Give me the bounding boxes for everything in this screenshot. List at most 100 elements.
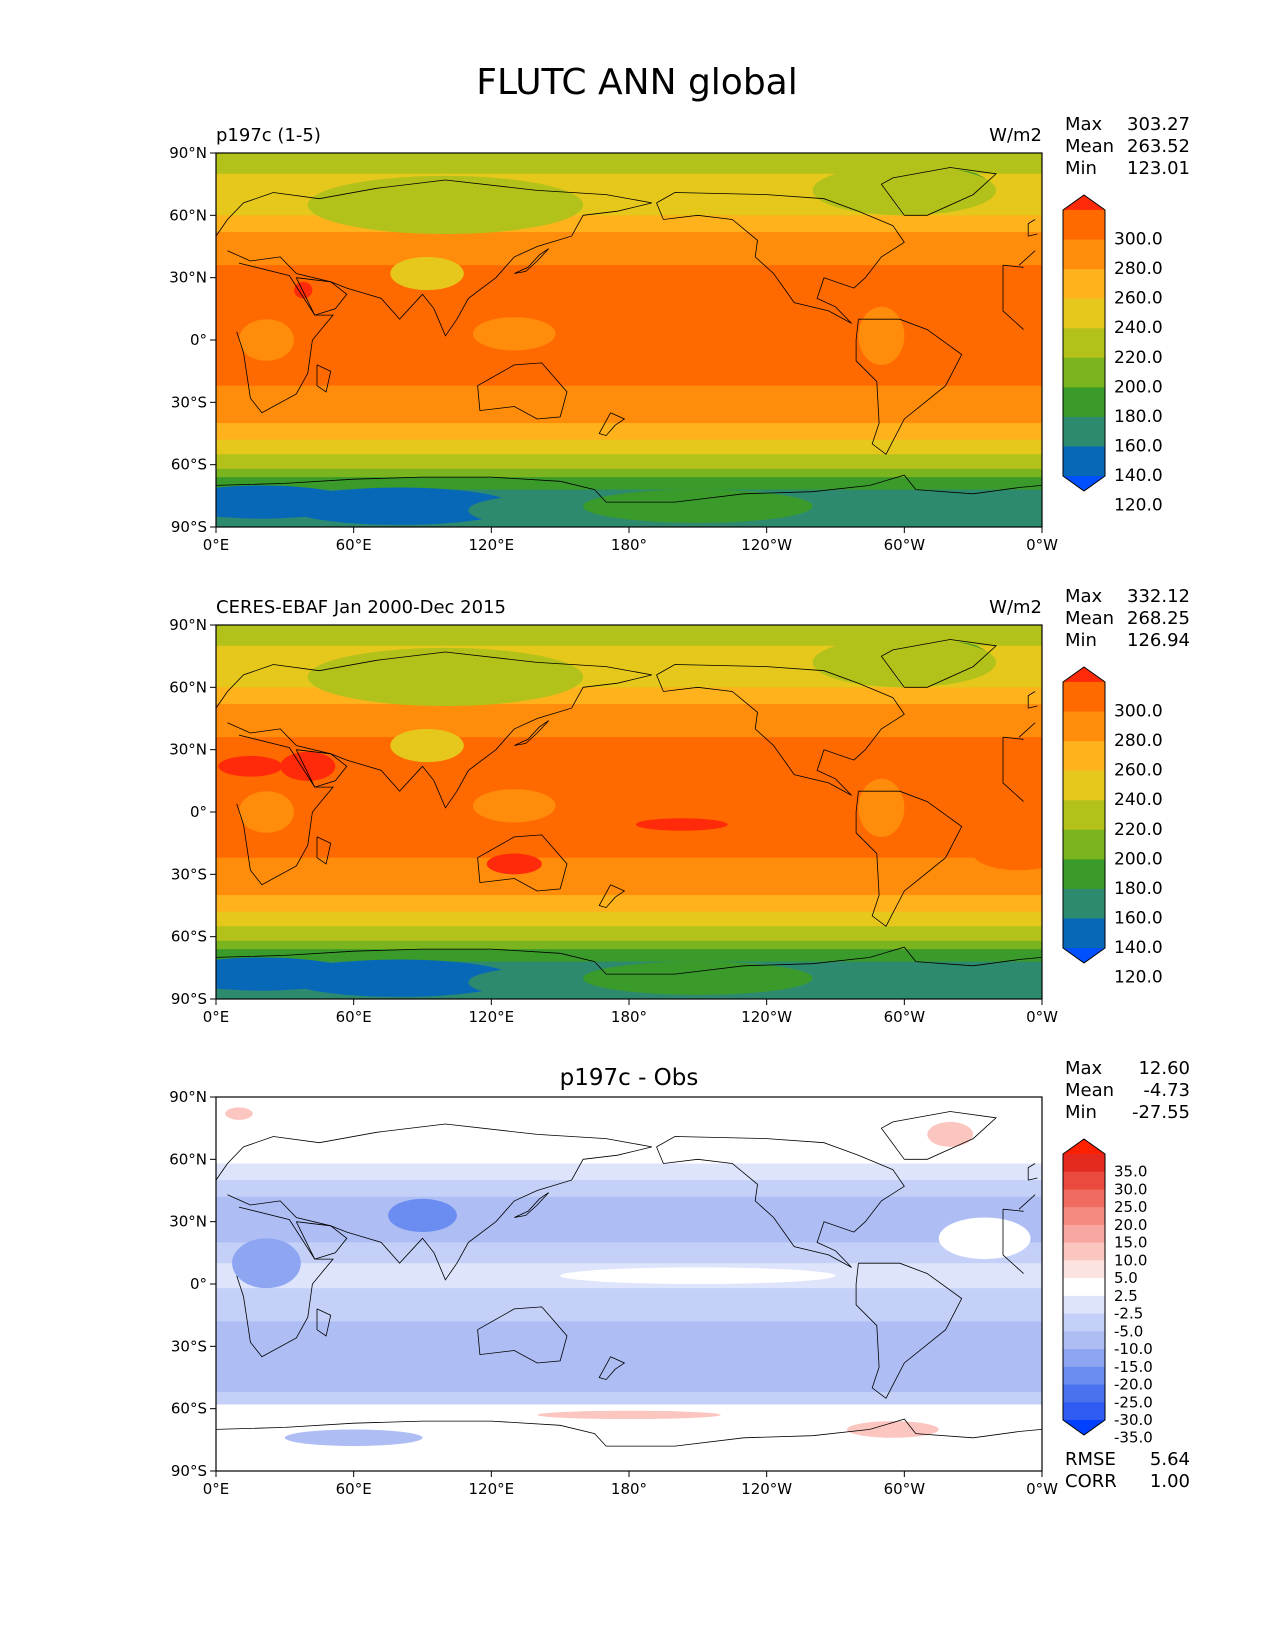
sahara-patch — [218, 755, 283, 777]
colorbar-label: 220.0 — [1114, 348, 1163, 368]
pacific-patch — [635, 818, 728, 831]
coastline-africa — [1002, 1208, 1024, 1212]
arctic-pink-patch — [225, 1107, 253, 1120]
lon-tick-label: 120°W — [741, 1480, 792, 1498]
colorbar-label: 35.0 — [1114, 1163, 1147, 1181]
antarctica-patch — [583, 961, 813, 995]
coastline-antarctica — [216, 1418, 1042, 1447]
colorbar-label: 240.0 — [1114, 318, 1163, 338]
lon-tick-label: 60°E — [336, 536, 372, 554]
stat-label: Min — [1065, 1102, 1097, 1123]
coastline-uk — [1028, 1177, 1038, 1181]
colorbar-extend-min — [1063, 476, 1105, 491]
coastline-eurasia — [216, 1123, 652, 1281]
colorbar-label: 220.0 — [1114, 820, 1163, 840]
lat-tick-label: 90°N — [169, 144, 207, 162]
maritime-patch — [472, 789, 556, 823]
colorbar-label: 160.0 — [1114, 436, 1163, 456]
coastline-africa — [1002, 265, 1024, 330]
colorbar-swatch — [1063, 1207, 1105, 1226]
coastline-greenland — [880, 1111, 998, 1160]
stat-value: -4.73 — [1143, 1080, 1190, 1101]
colorbar-label: 260.0 — [1114, 761, 1163, 781]
coastline-greenland — [880, 639, 998, 688]
colorbar-label: -10.0 — [1114, 1340, 1153, 1358]
colorbar-label: 20.0 — [1114, 1216, 1147, 1234]
colorbar-label: 140.0 — [1114, 466, 1163, 486]
stat-label: Mean — [1065, 136, 1114, 157]
coastline-antarctica — [216, 946, 1042, 975]
coastline-japan — [514, 248, 549, 274]
colorbar-swatch — [1063, 1366, 1105, 1386]
colorbar-label: 15.0 — [1114, 1234, 1147, 1252]
lon-tick-label: 180° — [611, 536, 647, 554]
colorbar-extend-max — [1063, 195, 1105, 210]
colorbar-swatch — [1063, 1171, 1105, 1190]
coastline-africa — [1002, 736, 1024, 740]
lat-tick-label: 0° — [190, 331, 207, 349]
africa-patch — [232, 1238, 301, 1289]
lat-tick-label: 30°N — [169, 1213, 207, 1231]
maritime-patch — [472, 317, 556, 351]
colorbar: 300.0 280.0 260.0 240.0 220.0 200.0 180.0 160.0… — [1062, 194, 1163, 516]
stat-label: Min — [1065, 630, 1097, 651]
coastline-japan — [514, 1192, 549, 1218]
lon-tick-label: 0°E — [203, 1480, 230, 1498]
stat-label: CORR — [1065, 1471, 1117, 1492]
stat-value: 263.52 — [1127, 136, 1190, 157]
colorbar-swatch — [1063, 1313, 1105, 1332]
coastline-madagascar — [316, 364, 332, 393]
lat-tick-label: 90°N — [169, 616, 207, 634]
colorbar-label: 30.0 — [1114, 1180, 1147, 1198]
antarctica-patch — [284, 959, 515, 997]
coastline-eurasia — [216, 651, 652, 809]
colorbar-label: -25.0 — [1114, 1393, 1153, 1411]
stat-value: -27.55 — [1132, 1102, 1190, 1123]
amazon-patch — [858, 778, 905, 837]
coastline-northamerica — [656, 192, 905, 324]
lon-tick-label: 120°E — [469, 1008, 515, 1026]
colorbar-swatch — [1063, 918, 1105, 949]
stat-value: 126.94 — [1127, 630, 1190, 651]
colorbar-swatch — [1063, 269, 1105, 300]
coastlines — [216, 167, 1042, 503]
antarctica-patch — [583, 489, 813, 523]
australia-patch — [486, 853, 542, 875]
lon-tick-label: 0°E — [203, 1008, 230, 1026]
lat-tick-label: 60°N — [169, 678, 207, 696]
stat-value: 123.01 — [1127, 158, 1190, 179]
lat-tick-label: 30°S — [171, 393, 207, 411]
coastline-uk — [1028, 705, 1038, 709]
lon-tick-label: 120°W — [741, 536, 792, 554]
colorbar-swatch — [1063, 446, 1105, 477]
colorbar-swatch — [1063, 859, 1105, 890]
panel-units: W/m2 — [989, 597, 1042, 618]
coastline-arabia — [295, 749, 348, 788]
colorbar-label: 240.0 — [1114, 790, 1163, 810]
lon-tick-label: 0°W — [1026, 536, 1058, 554]
colorbar-swatch — [1063, 829, 1105, 860]
stat-value: 1.00 — [1150, 1471, 1190, 1492]
canada-patch — [812, 637, 997, 688]
coastline-eurasia — [1018, 1194, 1036, 1210]
stat-value: 268.25 — [1127, 608, 1190, 629]
coastlines — [216, 639, 1042, 975]
coastline-africa — [1002, 264, 1024, 268]
greenland-patch — [927, 1121, 974, 1147]
colorbar-extend-max — [1063, 667, 1105, 682]
colorbar-swatch — [1063, 239, 1105, 270]
coastline-newzealand — [598, 884, 626, 909]
tibet-patch — [390, 728, 464, 763]
coastline-uk — [1027, 219, 1036, 237]
lon-tick-label: 120°E — [469, 536, 515, 554]
colorbar: 300.0 280.0 260.0 240.0 220.0 200.0 180.0 160.0… — [1062, 666, 1163, 988]
coastline-australia — [477, 1306, 568, 1364]
colorbar-label: -20.0 — [1114, 1376, 1153, 1394]
colorbar-label: 300.0 — [1114, 702, 1163, 722]
colorbar-swatch — [1063, 1402, 1105, 1421]
coastline-southamerica — [855, 1262, 963, 1399]
sahara-patch — [216, 281, 297, 316]
lat-tick-label: 60°N — [169, 1150, 207, 1168]
coastline-newzealand — [598, 412, 626, 437]
